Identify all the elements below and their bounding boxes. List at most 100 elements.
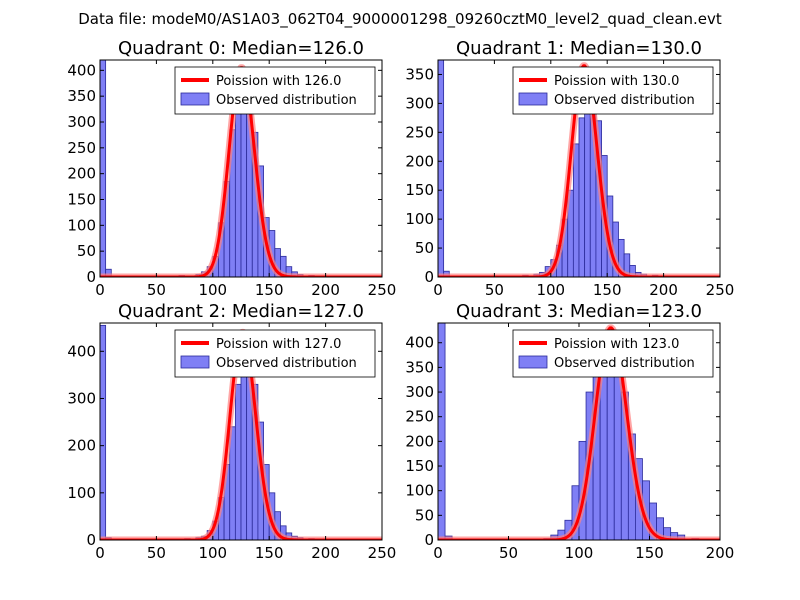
legend-label-poisson: Poission with 130.0 (554, 74, 679, 89)
quadrant-2-title: Quadrant 2: Median=127.0 (118, 301, 364, 322)
quadrant-1-panel: Quadrant 1: Median=130.0 0 50 100 150 200 250 0… (405, 38, 734, 299)
y-tick-label: 150 (405, 457, 434, 475)
y-tick-label: 150 (405, 181, 434, 199)
y-tick-label: 300 (67, 113, 96, 131)
legend-label-observed: Observed distribution (554, 356, 695, 371)
y-tick-label: 100 (67, 216, 96, 234)
y-tick-label: 400 (405, 334, 434, 352)
x-tick-label: 50 (499, 544, 518, 562)
legend-swatch-observed (180, 92, 210, 106)
histogram-bar (438, 323, 446, 540)
histogram-bar (100, 324, 107, 540)
x-tick-label: 50 (147, 281, 166, 299)
y-tick-label: 100 (405, 482, 434, 500)
legend-label-poisson: Poission with 126.0 (216, 74, 341, 89)
y-tick-label: 200 (67, 165, 96, 183)
legend-label-observed: Observed distribution (216, 93, 357, 108)
legend-label-poisson: Poission with 127.0 (216, 337, 341, 352)
quadrant-0-panel: Quadrant 0: Median=126.0 0 50 100 150 200 250 0… (67, 38, 396, 299)
x-tick-label: 150 (255, 544, 284, 562)
y-tick-label: 350 (405, 358, 434, 376)
y-tick-label: 0 (424, 531, 434, 549)
histogram-bar (234, 108, 242, 277)
legend: Poission with 130.0 Observed distribution (512, 66, 714, 115)
legend-label-observed: Observed distribution (216, 356, 357, 371)
axes-frame (99, 59, 383, 278)
legend-box (174, 66, 376, 115)
axes-frame (99, 322, 383, 541)
quadrant-2-panel: Quadrant 2: Median=127.0 0 50 100 150 200 250 0… (67, 301, 396, 562)
legend: Poission with 127.0 Observed distribution (174, 329, 376, 378)
x-tick-label: 100 (565, 544, 594, 562)
x-tick-label: 150 (593, 281, 622, 299)
x-tick-label: 200 (311, 544, 340, 562)
x-tick-label: 0 (433, 281, 443, 299)
legend-box (512, 329, 714, 378)
legend-swatch-observed (180, 355, 210, 369)
x-tick-label: 0 (95, 281, 105, 299)
y-tick-label: 50 (415, 239, 434, 257)
y-tick-label: 0 (86, 531, 96, 549)
legend-swatch-observed (518, 355, 548, 369)
histogram-bar (240, 350, 248, 540)
x-tick-label: 100 (536, 281, 565, 299)
y-tick-label: 250 (67, 139, 96, 157)
y-tick-label: 250 (405, 408, 434, 426)
y-tick-label: 50 (77, 242, 96, 260)
x-tick-label: 100 (198, 544, 227, 562)
legend: Poission with 123.0 Observed distribution (512, 329, 714, 378)
y-tick-label: 250 (405, 123, 434, 141)
y-tick-label: 100 (405, 210, 434, 228)
x-tick-label: 50 (147, 544, 166, 562)
y-tick-label: 350 (67, 87, 96, 105)
legend-swatch-observed (518, 92, 548, 106)
x-tick-label: 50 (485, 281, 504, 299)
histogram-bar (105, 268, 112, 277)
legend-box (512, 66, 714, 115)
legend-label-observed: Observed distribution (554, 93, 695, 108)
y-tick-label: 100 (67, 484, 96, 502)
quadrant-3-title: Quadrant 3: Median=123.0 (456, 301, 702, 322)
x-tick-label: 250 (368, 281, 397, 299)
x-tick-label: 100 (198, 281, 227, 299)
y-tick-label: 0 (86, 268, 96, 286)
quadrant-3-panel: Quadrant 3: Median=123.0 0 50 100 150 200 0 50 1… (405, 301, 734, 562)
histogram-bar (234, 383, 242, 540)
legend: Poission with 126.0 Observed distribution (174, 66, 376, 115)
y-tick-label: 150 (67, 191, 96, 209)
histogram-bar (100, 60, 107, 277)
histogram-bar (438, 60, 445, 277)
y-tick-label: 300 (405, 383, 434, 401)
histogram-bar (606, 362, 615, 540)
y-tick-label: 400 (67, 342, 96, 360)
histogram-bar (629, 265, 636, 277)
x-tick-label: 200 (706, 544, 735, 562)
histogram-bar (572, 143, 580, 277)
y-tick-label: 350 (405, 65, 434, 83)
quadrant-0-title: Quadrant 0: Median=126.0 (118, 38, 364, 59)
y-tick-label: 200 (67, 437, 96, 455)
x-tick-label: 200 (311, 281, 340, 299)
legend-box (174, 329, 376, 378)
y-tick-label: 0 (424, 268, 434, 286)
y-tick-label: 200 (405, 152, 434, 170)
histogram-bar (578, 117, 586, 277)
y-tick-label: 400 (67, 61, 96, 79)
x-tick-label: 200 (649, 281, 678, 299)
x-tick-label: 250 (368, 544, 397, 562)
y-tick-label: 300 (67, 389, 96, 407)
legend-label-poisson: Poission with 123.0 (554, 337, 679, 352)
y-tick-label: 300 (405, 94, 434, 112)
x-tick-label: 150 (255, 281, 284, 299)
y-tick-label: 200 (405, 432, 434, 450)
x-tick-label: 150 (635, 544, 664, 562)
quadrant-1-title: Quadrant 1: Median=130.0 (456, 38, 702, 59)
axes-frame (437, 59, 721, 278)
x-tick-label: 250 (706, 281, 735, 299)
x-tick-label: 0 (95, 544, 105, 562)
figure-suptitle: Data file: modeM0/AS1A03_062T04_90000012… (78, 10, 722, 29)
y-tick-label: 50 (415, 506, 434, 524)
histogram-bar (584, 103, 591, 277)
x-tick-label: 0 (433, 544, 443, 562)
